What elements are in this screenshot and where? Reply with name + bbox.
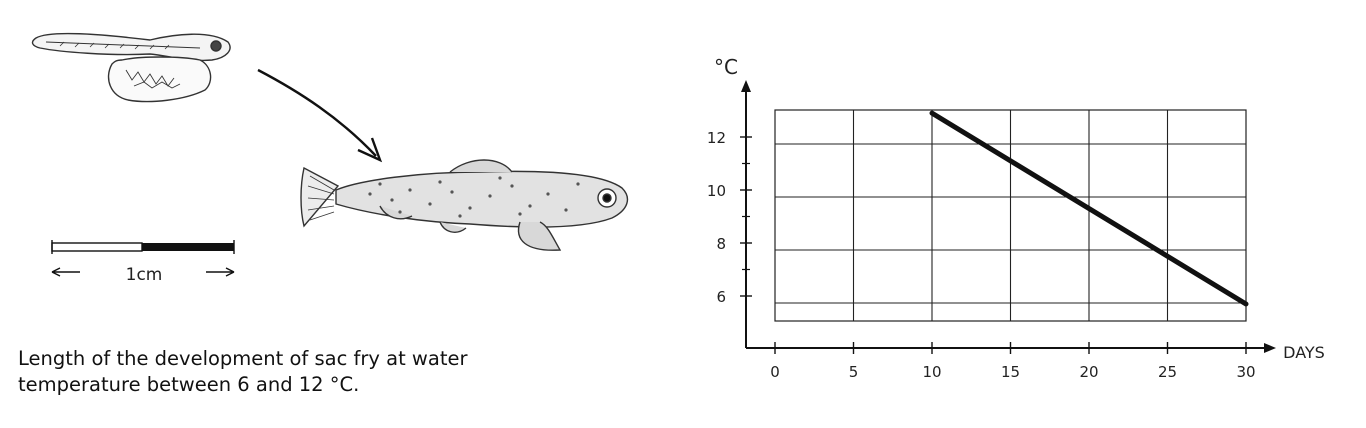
y-axis-label: °C (714, 55, 738, 79)
y-tick-label: 12 (707, 129, 726, 147)
chart-ticks: 0 5 10 15 20 25 30 6 8 10 12 (707, 129, 1256, 381)
x-tick-label: 25 (1158, 363, 1177, 381)
x-tick-label: 0 (770, 363, 780, 381)
development-arrow (257, 68, 383, 163)
temperature-line (929, 110, 1249, 307)
sac-fry-drawing (31, 32, 231, 103)
y-tick-label: 10 (707, 182, 726, 200)
scale-bar: 1cm (51, 240, 235, 285)
y-axis-arrow (741, 80, 751, 92)
chart-grid (774, 109, 1247, 322)
scale-bar-label: 1cm (126, 265, 163, 285)
x-tick-label: 5 (849, 363, 859, 381)
chart-axes (741, 80, 1276, 353)
x-tick-label: 10 (922, 363, 941, 381)
x-axis-arrow (1264, 343, 1276, 353)
caption-line-2: temperature between 6 and 12 °C. (18, 373, 360, 396)
caption-line-1: Length of the development of sac fry at … (18, 347, 468, 370)
temperature-days-chart: 0 5 10 15 20 25 30 6 8 10 12 °C DAYS (707, 55, 1325, 381)
x-tick-label: 30 (1236, 363, 1255, 381)
x-axis-label: DAYS (1283, 343, 1325, 362)
y-tick-label: 8 (716, 235, 726, 253)
chart-series (929, 110, 1249, 307)
x-tick-label: 15 (1001, 363, 1020, 381)
figure-caption: Length of the development of sac fry at … (18, 346, 618, 398)
x-tick-label: 20 (1079, 363, 1098, 381)
y-tick-label: 6 (716, 288, 726, 306)
fish-development-illustration: 1cm (31, 32, 629, 285)
fry-drawing (300, 159, 629, 251)
